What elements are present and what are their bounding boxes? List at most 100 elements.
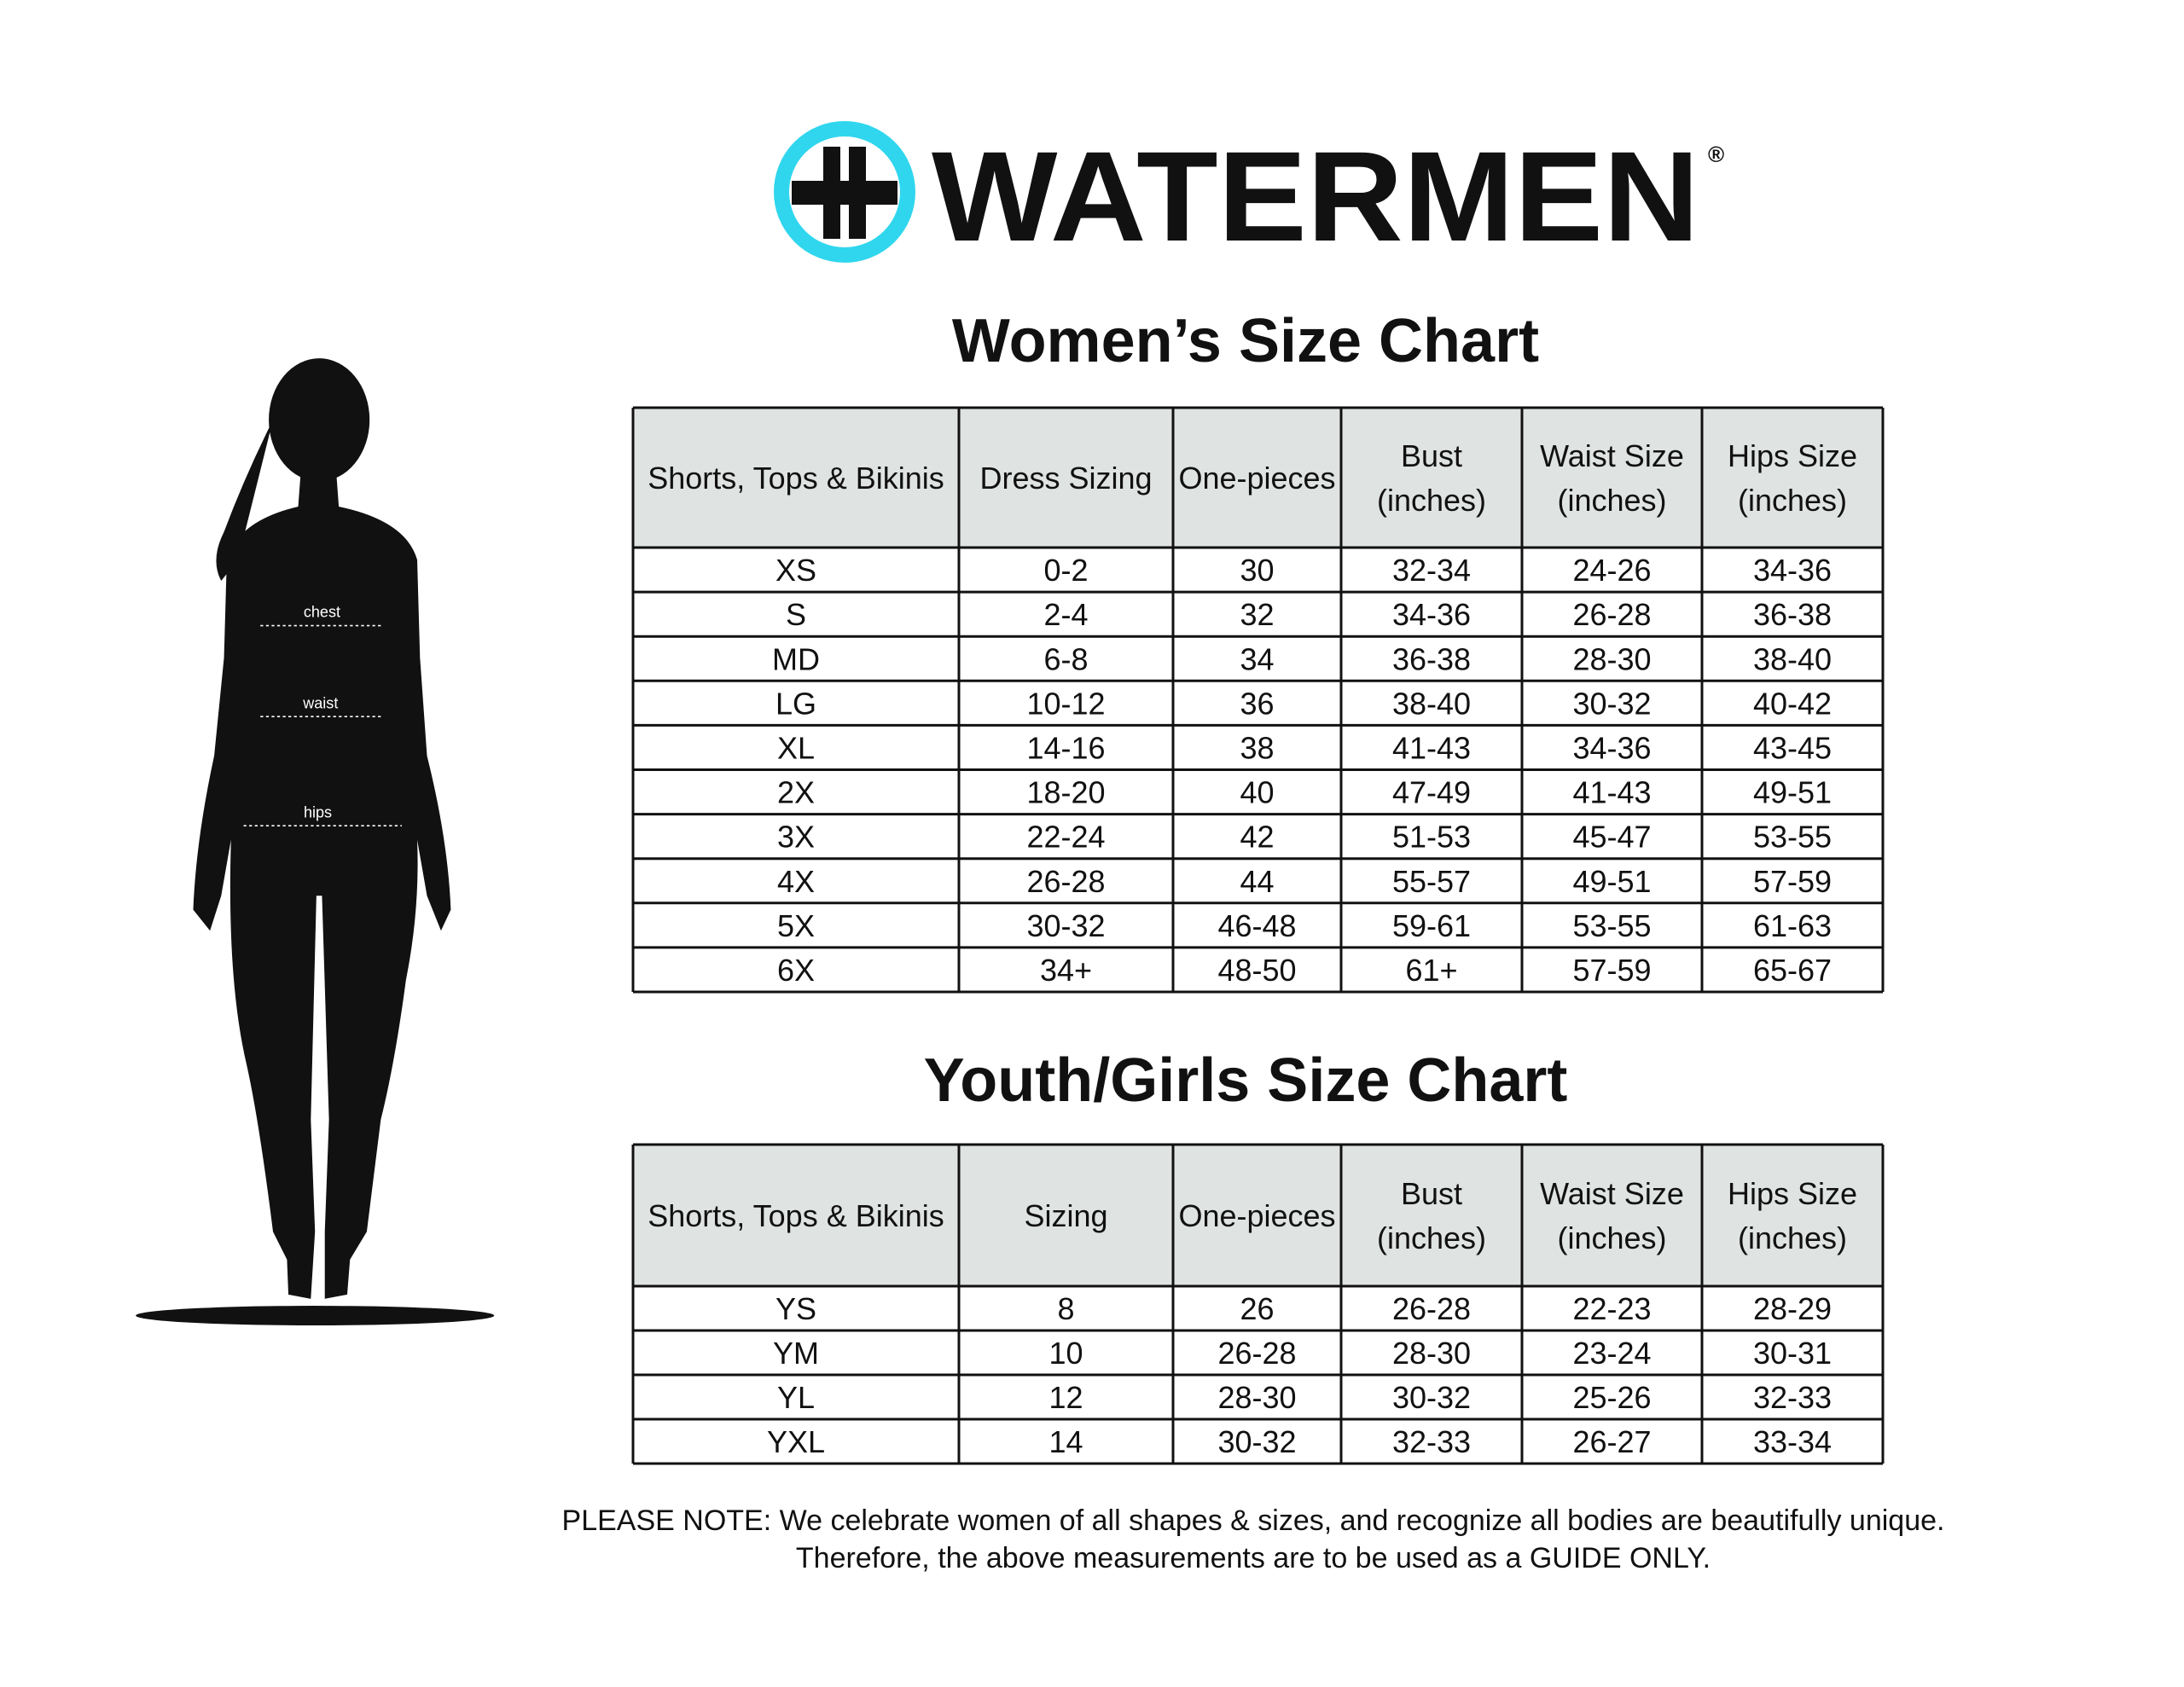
logo-cross xyxy=(849,147,866,239)
cell: YXL xyxy=(767,1424,825,1459)
cell: 4X xyxy=(777,864,815,899)
column-header: Dress Sizing xyxy=(979,461,1152,496)
cell: 53-55 xyxy=(1572,908,1651,943)
cell: 38-40 xyxy=(1392,686,1471,721)
cell: 40 xyxy=(1240,775,1274,810)
column-header: (inches) xyxy=(1377,1220,1486,1255)
figure-label: waist xyxy=(302,694,338,711)
cell: 43-45 xyxy=(1753,730,1832,765)
cell: 34-36 xyxy=(1753,553,1832,588)
cell: 36-38 xyxy=(1753,597,1832,632)
cell: 33-34 xyxy=(1753,1424,1832,1459)
header-background xyxy=(633,1145,1883,1286)
cell: 45-47 xyxy=(1572,820,1651,855)
cell: 55-57 xyxy=(1392,864,1471,899)
cell: YS xyxy=(775,1291,816,1326)
cell: 57-59 xyxy=(1572,953,1651,988)
cell: YM xyxy=(773,1336,819,1371)
column-header: Waist Size xyxy=(1540,1176,1684,1211)
cell: 6X xyxy=(777,953,815,988)
cell: 28-30 xyxy=(1392,1336,1471,1371)
cell: 28-30 xyxy=(1217,1380,1296,1415)
column-header: Hips Size xyxy=(1728,1176,1857,1211)
cell: 2-4 xyxy=(1043,597,1088,632)
cell: 30-32 xyxy=(1217,1424,1296,1459)
cell: 30-32 xyxy=(1392,1380,1471,1415)
hair xyxy=(216,420,273,582)
cell: 32 xyxy=(1240,597,1274,632)
cell: 22-23 xyxy=(1572,1291,1651,1326)
cell: 44 xyxy=(1240,864,1274,899)
cell: 12 xyxy=(1048,1380,1083,1415)
cell: LG xyxy=(775,686,816,721)
cell: 34+ xyxy=(1040,953,1092,988)
cell: 34 xyxy=(1240,641,1274,676)
column-header: (inches) xyxy=(1738,1220,1847,1255)
cell: 38-40 xyxy=(1753,641,1832,676)
cell: 26-27 xyxy=(1572,1424,1651,1459)
cell: 48-50 xyxy=(1217,953,1296,988)
cell: 26-28 xyxy=(1392,1291,1471,1326)
column-header: Bust xyxy=(1401,438,1462,473)
column-header: (inches) xyxy=(1557,1220,1666,1255)
column-header: Hips Size xyxy=(1728,438,1857,473)
cell: S xyxy=(786,597,806,632)
cell: 51-53 xyxy=(1392,820,1471,855)
cell: XS xyxy=(775,553,816,588)
cell: 26-28 xyxy=(1572,597,1651,632)
cell: 34-36 xyxy=(1572,730,1651,765)
cell: 26-28 xyxy=(1217,1336,1296,1371)
cell: 0-2 xyxy=(1043,553,1088,588)
cell: 14-16 xyxy=(1026,730,1105,765)
cell: 10-12 xyxy=(1026,686,1105,721)
cell: 36 xyxy=(1240,686,1274,721)
silhouette: chest waist hips xyxy=(136,358,495,1326)
cell: 38 xyxy=(1240,730,1274,765)
cell: 23-24 xyxy=(1572,1336,1651,1371)
cell: 57-59 xyxy=(1753,864,1832,899)
logo-cross xyxy=(792,181,897,205)
cell: 5X xyxy=(777,908,815,943)
trademark: ® xyxy=(1708,142,1724,167)
cell: 26-28 xyxy=(1026,864,1105,899)
cell: 41-43 xyxy=(1572,775,1651,810)
figure-label: hips xyxy=(304,803,332,820)
column-header: One-pieces xyxy=(1178,1198,1335,1233)
header-background xyxy=(633,408,1883,548)
note: PLEASE NOTE: We celebrate women of all s… xyxy=(562,1504,1945,1537)
cell: 14 xyxy=(1048,1424,1083,1459)
cell: 8 xyxy=(1057,1291,1074,1326)
cell: 2X xyxy=(777,775,815,810)
column-header: Shorts, Tops & Bikinis xyxy=(648,1198,944,1233)
cell: 30-32 xyxy=(1572,686,1651,721)
column-header: Sizing xyxy=(1024,1198,1107,1233)
figure-label: chest xyxy=(304,604,340,621)
cell: 28-30 xyxy=(1572,641,1651,676)
cell: MD xyxy=(772,641,820,676)
shadow xyxy=(136,1306,495,1326)
logo-cross xyxy=(823,147,840,239)
cell: 36-38 xyxy=(1392,641,1471,676)
cell: 30-31 xyxy=(1753,1336,1832,1371)
column-header: (inches) xyxy=(1377,483,1486,518)
cell: 65-67 xyxy=(1753,953,1832,988)
cell: 46-48 xyxy=(1217,908,1296,943)
logo: WATERMEN ® xyxy=(774,121,1724,268)
cell: 41-43 xyxy=(1392,730,1471,765)
cell: 61-63 xyxy=(1753,908,1832,943)
cell: 49-51 xyxy=(1753,775,1832,810)
cell: 24-26 xyxy=(1572,553,1651,588)
cell: 3X xyxy=(777,820,815,855)
cell: 30-32 xyxy=(1026,908,1105,943)
cell: 32-33 xyxy=(1753,1380,1832,1415)
cell: 28-29 xyxy=(1753,1291,1832,1326)
cell: XL xyxy=(777,730,815,765)
cell: 6-8 xyxy=(1043,641,1088,676)
cell: 40-42 xyxy=(1753,686,1832,721)
head xyxy=(269,358,370,482)
column-header: Waist Size xyxy=(1540,438,1684,473)
cell: 53-55 xyxy=(1753,820,1832,855)
column-header: Shorts, Tops & Bikinis xyxy=(648,461,944,496)
cell: 10 xyxy=(1048,1336,1083,1371)
